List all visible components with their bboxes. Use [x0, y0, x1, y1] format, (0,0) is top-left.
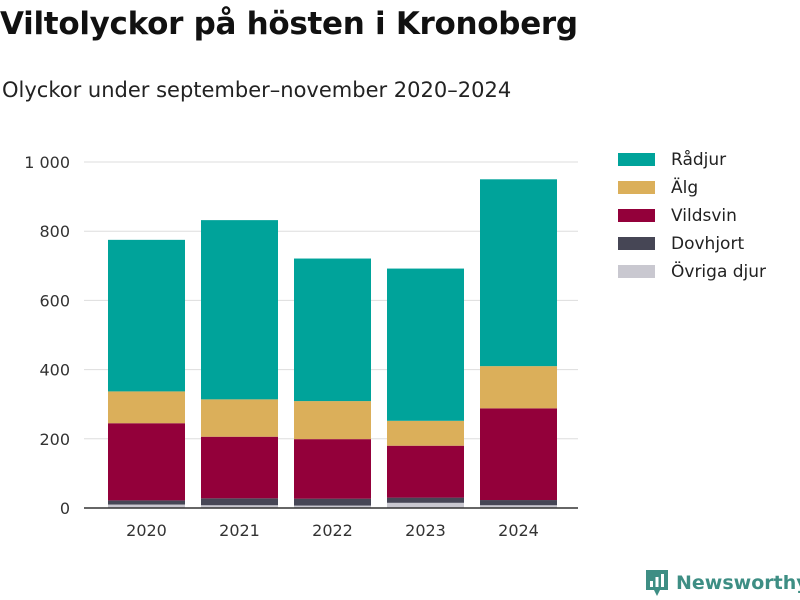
- bar-2021-älg: [201, 399, 278, 437]
- legend-swatch: [618, 209, 655, 222]
- bar-2023-älg: [387, 420, 464, 446]
- bar-2020-dovhjort: [108, 500, 185, 505]
- y-tick-label: 1 000: [24, 153, 70, 172]
- legend-swatch: [618, 237, 655, 250]
- y-tick-label: 600: [39, 291, 70, 310]
- bar-2023-vildsvin: [387, 445, 464, 498]
- legend-label: Rådjur: [671, 149, 726, 170]
- x-tick-label: 2024: [498, 521, 539, 540]
- bar-2021-rådjur: [201, 220, 278, 400]
- bar-2024-dovhjort: [480, 500, 557, 506]
- brand-name: Newsworthy: [676, 572, 800, 594]
- bar-2023-rådjur: [387, 268, 464, 421]
- legend-swatch: [618, 265, 655, 278]
- bar-2024-vildsvin: [480, 408, 557, 501]
- y-tick-label: 200: [39, 430, 70, 449]
- bar-2020-rådjur: [108, 239, 185, 392]
- y-tick-label: 400: [39, 361, 70, 380]
- bars: [108, 179, 557, 508]
- bar-2021-övriga-djur: [201, 505, 278, 508]
- x-tick-label: 2023: [405, 521, 446, 540]
- x-tick-label: 2020: [126, 521, 167, 540]
- legend-swatch: [618, 181, 655, 194]
- legend-label: Dovhjort: [671, 234, 744, 254]
- bar-2024-övriga-djur: [480, 505, 557, 508]
- y-tick-label: 800: [39, 222, 70, 241]
- chart-subtitle: Olyckor under september–november 2020–20…: [2, 78, 512, 102]
- x-tick-label: 2021: [219, 521, 260, 540]
- axes: 0 200 400 600 800 1 000 2020 2021 2022 2023 2024: [24, 153, 578, 540]
- bar-2022-övriga-djur: [294, 505, 371, 508]
- bar-2022-älg: [294, 401, 371, 440]
- bar-2022-dovhjort: [294, 498, 371, 506]
- legend-swatch: [618, 153, 655, 166]
- bar-2023-övriga-djur: [387, 502, 464, 508]
- bar-2020-vildsvin: [108, 423, 185, 501]
- bar-2022-vildsvin: [294, 439, 371, 499]
- bar-2024-älg: [480, 366, 557, 409]
- newsworthy-logo-icon: [646, 570, 668, 596]
- legend: Rådjur Älg Vildsvin Dovhjort Övriga djur: [618, 149, 766, 282]
- bar-2023-dovhjort: [387, 497, 464, 503]
- bar-2020-älg: [108, 391, 185, 424]
- bar-2021-vildsvin: [201, 436, 278, 499]
- x-tick-label: 2022: [312, 521, 353, 540]
- legend-label: Övriga djur: [671, 260, 766, 282]
- legend-label: Älg: [671, 177, 698, 198]
- y-tick-label: 0: [60, 499, 70, 518]
- bar-2021-dovhjort: [201, 498, 278, 506]
- bar-2022-rådjur: [294, 258, 371, 402]
- chart-title: Viltolyckor på hösten i Kronoberg: [0, 6, 578, 42]
- bar-2024-rådjur: [480, 179, 557, 367]
- bar-2020-övriga-djur: [108, 504, 185, 508]
- legend-label: Vildsvin: [671, 206, 737, 226]
- newsworthy-brand[interactable]: Newsworthy: [644, 568, 800, 598]
